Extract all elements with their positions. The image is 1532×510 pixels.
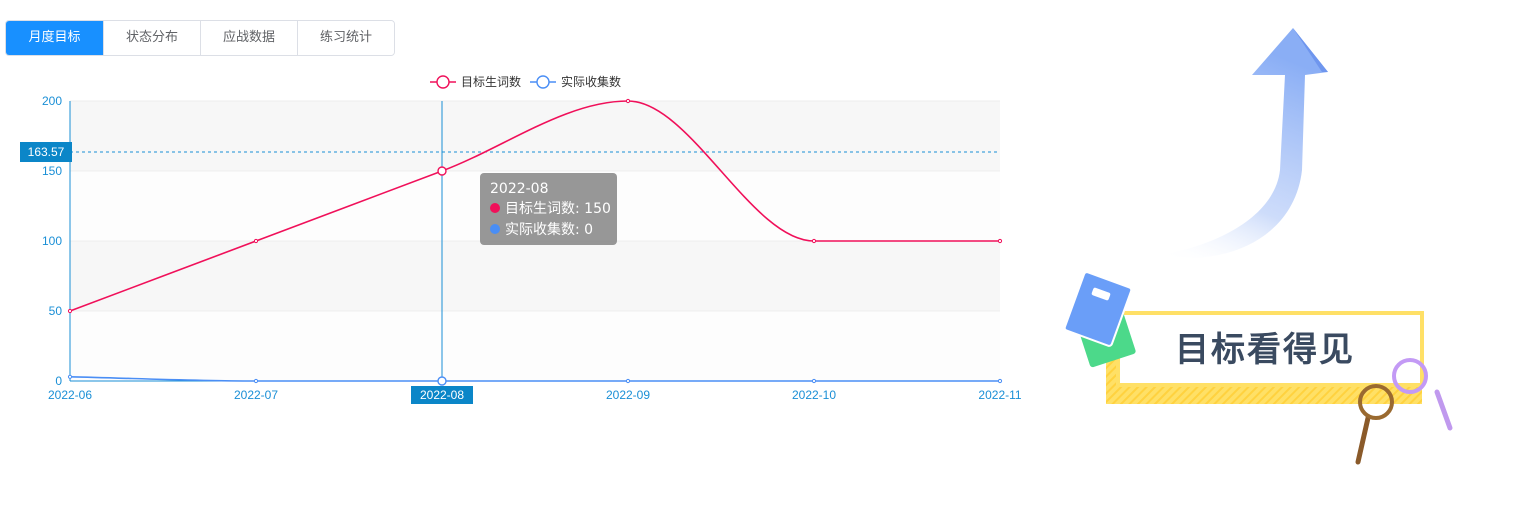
data-point[interactable] [625, 378, 631, 384]
goal-illustration [1063, 28, 1453, 465]
tooltip-target-text: 目标生词数: 150 [505, 201, 611, 217]
y-tick-label: 100 [42, 234, 62, 248]
data-point[interactable] [437, 166, 447, 176]
x-tick-label: 2022-09 [606, 388, 650, 402]
book-icon [1063, 271, 1136, 368]
series-line-0 [69, 100, 1000, 312]
data-point[interactable] [811, 238, 817, 244]
data-point[interactable] [253, 238, 259, 244]
x-tick-label: 2022-06 [48, 388, 92, 402]
goal-banner [1106, 311, 1424, 404]
grid-band [70, 311, 1000, 381]
tab-bar: 月度目标 状态分布 应战数据 练习统计 [5, 20, 395, 56]
data-point[interactable] [997, 378, 1003, 384]
series-line-1 [69, 376, 1000, 382]
crosshair-y-label-bg [20, 142, 72, 163]
legend-label[interactable]: 实际收集数 [561, 74, 621, 89]
crosshair-x-label: 2022-08 [420, 388, 464, 402]
legend-marker [536, 75, 550, 89]
data-point[interactable] [67, 308, 73, 314]
grid-band [70, 241, 1000, 311]
y-tick-label: 50 [49, 304, 63, 318]
x-tick-label: 2022-07 [234, 388, 278, 402]
tooltip-title: 2022-08 [490, 181, 549, 197]
up-arrow-icon [1160, 28, 1328, 258]
tab-battle-data[interactable]: 应战数据 [200, 21, 297, 55]
crosshair-x-label-bg [411, 386, 473, 404]
chart-tooltip: 2022-08 目标生词数: 150 实际收集数: 0 [480, 173, 617, 245]
legend-label[interactable]: 目标生词数 [461, 74, 521, 89]
data-point[interactable] [811, 378, 817, 384]
x-tick-label: 2022-11 [978, 388, 1021, 402]
magnifier-icon [1355, 358, 1453, 465]
y-tick-label: 200 [42, 94, 62, 108]
line-chart[interactable]: 0 50 100 150 200 2022-06 2022-07 2022-08 2022-09… [0, 60, 1040, 420]
illustration-caption: 目标看得见 [1175, 330, 1355, 370]
data-point[interactable] [253, 378, 259, 384]
tab-practice-stats[interactable]: 练习统计 [297, 21, 394, 55]
tab-monthly-goal[interactable]: 月度目标 [6, 21, 103, 55]
tooltip-row-target: 目标生词数: 150 [490, 199, 611, 220]
tooltip-row-actual: 实际收集数: 0 [490, 220, 607, 241]
tooltip-dot-actual [490, 224, 500, 234]
tab-status-distribution[interactable]: 状态分布 [103, 21, 200, 55]
data-point[interactable] [997, 238, 1003, 244]
y-tick-label: 150 [42, 164, 62, 178]
legend-marker [436, 75, 450, 89]
data-point[interactable] [437, 376, 447, 386]
grid-band [70, 101, 1000, 171]
tooltip-actual-text: 实际收集数: 0 [505, 222, 594, 238]
y-tick-label: 0 [55, 374, 62, 388]
data-point[interactable] [67, 374, 73, 379]
tooltip-dot-target [490, 203, 500, 213]
crosshair-y-label: 163.57 [28, 145, 65, 159]
data-point[interactable] [625, 98, 631, 104]
x-tick-label: 2022-10 [792, 388, 836, 402]
